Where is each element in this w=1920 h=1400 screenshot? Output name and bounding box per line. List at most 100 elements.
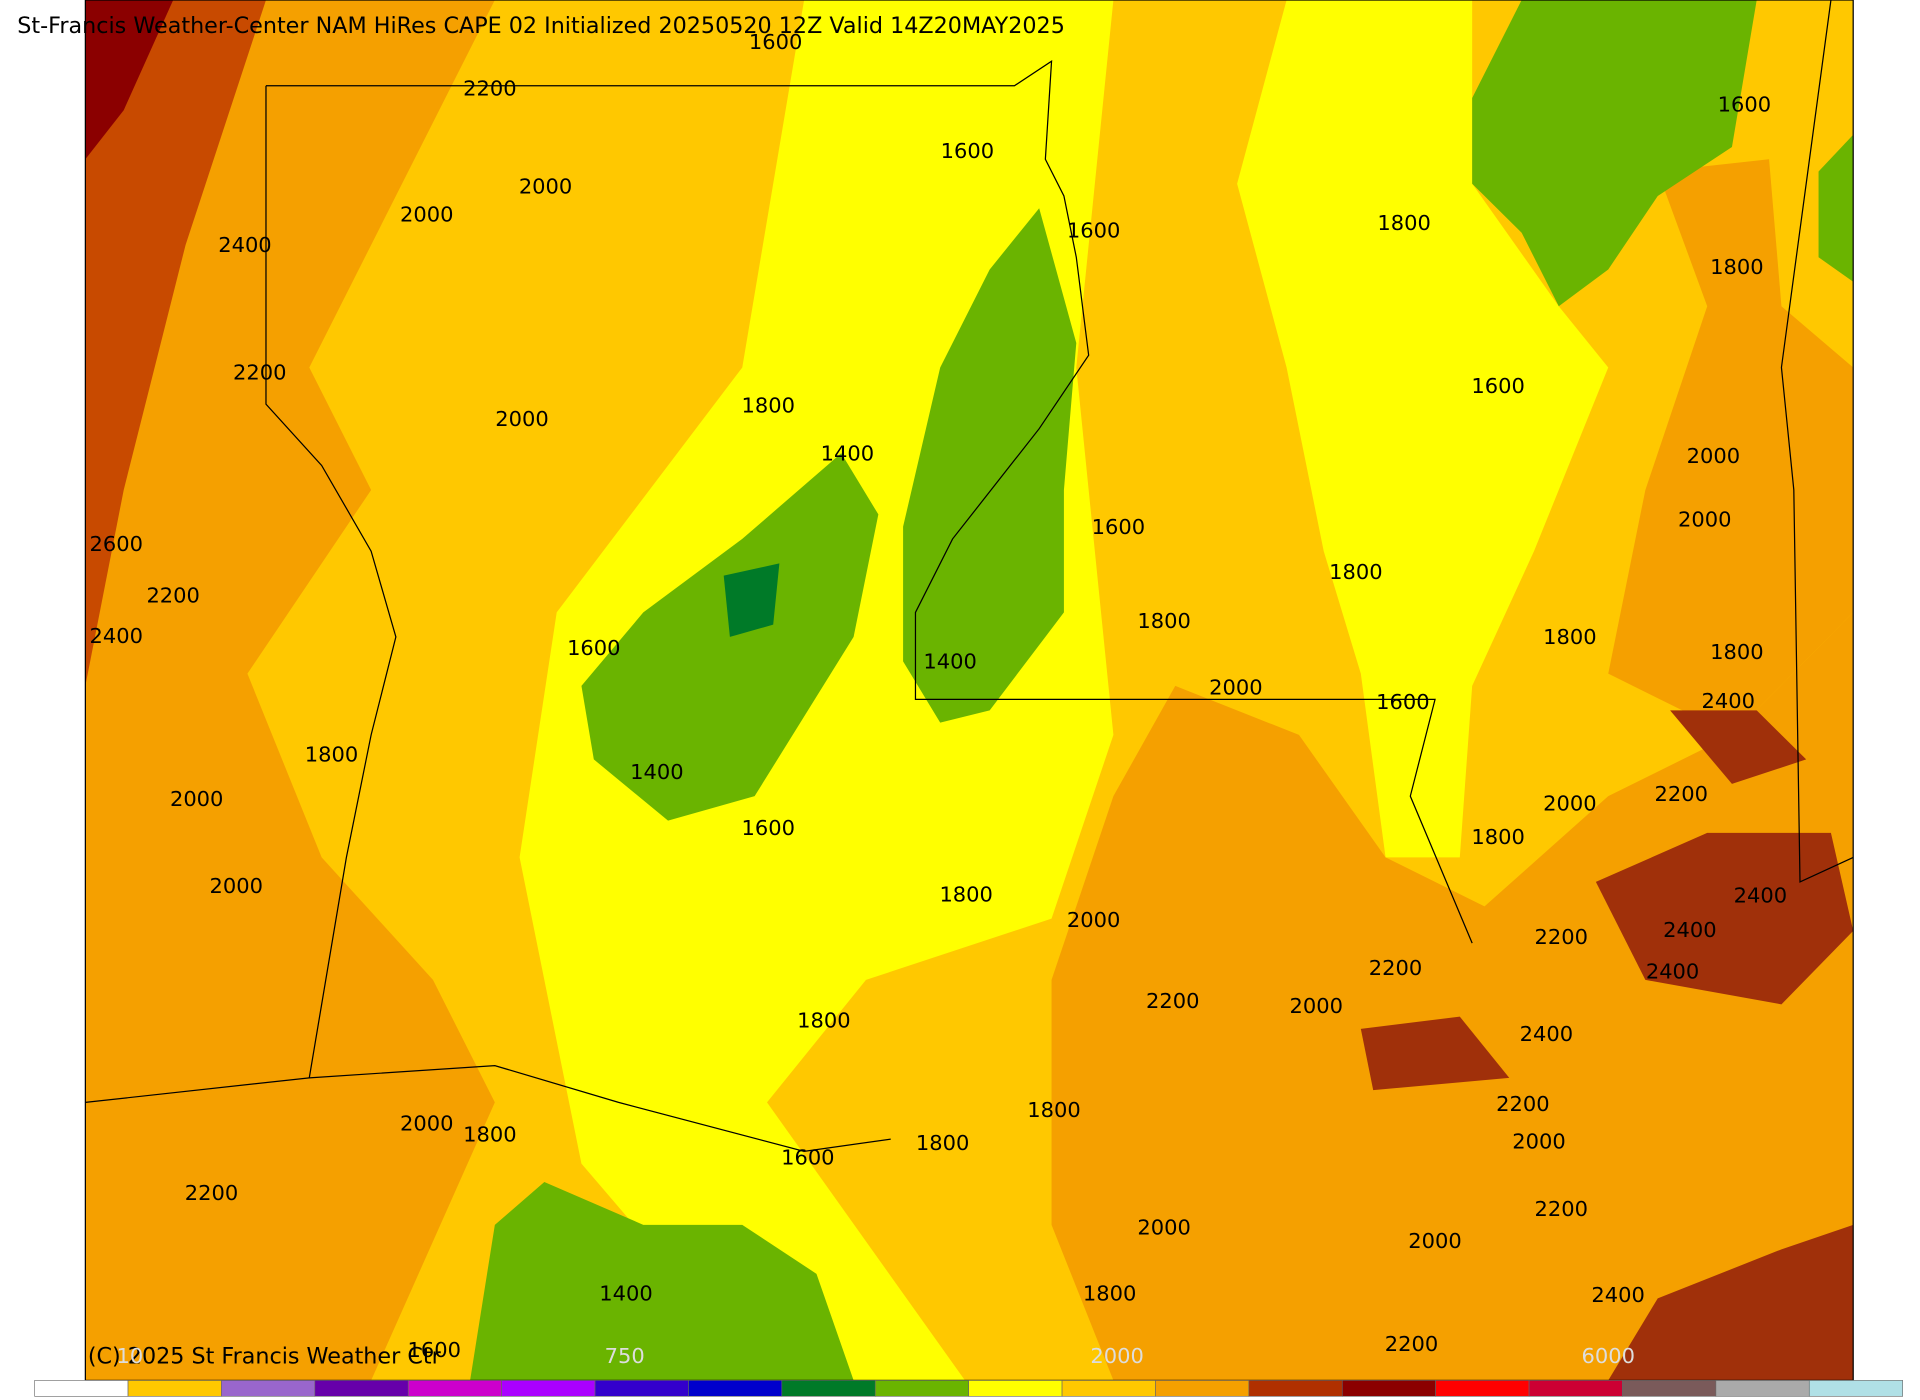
contour-label: 1800 [916, 1131, 969, 1155]
colorbar: 10 750 2000 6000 [34, 1344, 1903, 1397]
contour-label: 1600 [1718, 92, 1771, 116]
contour-label: 2200 [146, 584, 199, 608]
colorbar-swatch [1341, 1380, 1436, 1397]
fill-yellow [1237, 0, 1609, 858]
contour-label: 1600 [742, 816, 795, 840]
contour-label: 2200 [1385, 1332, 1438, 1356]
contour-label: 1600 [1067, 219, 1120, 243]
colorbar-swatch [781, 1380, 876, 1397]
colorbar-swatch [688, 1380, 783, 1397]
fill-brown [1360, 1016, 1510, 1091]
contour-label: 2400 [90, 624, 143, 648]
contour-label: 1400 [599, 1282, 652, 1306]
contour-label: 2000 [1137, 1216, 1190, 1240]
colorbar-swatch [127, 1380, 222, 1397]
contour-label: 2000 [1543, 792, 1596, 816]
contour-label: 2200 [233, 361, 286, 385]
colorbar-swatch [1435, 1380, 1530, 1397]
colorbar-swatch [407, 1380, 502, 1397]
contour-label: 2200 [1496, 1092, 1549, 1116]
contour-label: 2200 [1534, 1197, 1587, 1221]
state-border [265, 60, 1473, 944]
colorbar-swatch [1155, 1380, 1250, 1397]
colorbar-swatch [221, 1380, 316, 1397]
fill-brown [1595, 832, 1854, 1005]
contour-label: 1800 [939, 882, 992, 906]
cape-fill [85, 0, 1854, 1381]
contour-label: 1800 [797, 1009, 850, 1033]
contour-label: 1800 [305, 743, 358, 767]
contour-label: 2000 [519, 174, 572, 198]
state-border [1780, 0, 1854, 883]
contour-label: 1600 [1471, 374, 1524, 398]
colorbar-swatch [1622, 1380, 1717, 1397]
colorbar-swatch [314, 1380, 409, 1397]
colorbar-label: 750 [605, 1344, 645, 1368]
state-border [265, 85, 397, 1078]
contour-label: 1800 [1543, 625, 1596, 649]
contour-label: 2200 [1146, 989, 1199, 1013]
contour-label: 1600 [1376, 690, 1429, 714]
contour-label: 1800 [463, 1122, 516, 1146]
contour-label: 1600 [941, 139, 994, 163]
contour-label: 1800 [1710, 640, 1763, 664]
colorbar-swatch [34, 1380, 129, 1397]
contour-label: 1600 [567, 636, 620, 660]
contour-label: 1400 [630, 760, 683, 784]
copyright: (C) 2025 St Francis Weather Ctr [88, 1343, 442, 1369]
state-border [85, 1064, 891, 1152]
contour-label: 2600 [90, 532, 143, 556]
contour-label: 2400 [218, 233, 271, 257]
contour-label: 1800 [1471, 825, 1524, 849]
colorbar-swatch [594, 1380, 689, 1397]
contour-label: 1400 [923, 650, 976, 674]
contour-label: 2000 [1408, 1229, 1461, 1253]
colorbar-swatch [1528, 1380, 1623, 1397]
colorbar-swatch [501, 1380, 596, 1397]
contour-label: 2400 [1663, 918, 1716, 942]
colorbar-swatch [1061, 1380, 1156, 1397]
contour-label: 1600 [1092, 515, 1145, 539]
contour-label: 1800 [1377, 211, 1430, 235]
contour-label: 2400 [1646, 960, 1699, 984]
colorbar-label: 2000 [1090, 1344, 1143, 1368]
colorbar-swatch [968, 1380, 1063, 1397]
contour-label: 2400 [1702, 689, 1755, 713]
contour-label: 2000 [1678, 508, 1731, 532]
colorbar-swatch [1808, 1380, 1903, 1397]
fill-brown [85, 0, 266, 686]
contour-label: 2200 [463, 76, 516, 100]
fill-green [1818, 134, 1854, 282]
contour-label: 1800 [1137, 609, 1190, 633]
contour-label: 2400 [1734, 884, 1787, 908]
contour-label: 2000 [1067, 908, 1120, 932]
fill-orange [1608, 159, 1854, 735]
contour-label: 2200 [185, 1181, 238, 1205]
contour-label: 1800 [1710, 255, 1763, 279]
contour-label: 1600 [781, 1146, 834, 1170]
contour-label: 2000 [1512, 1130, 1565, 1154]
contour-label: 2400 [1591, 1283, 1644, 1307]
fill-darkred [85, 0, 174, 160]
contour-label: 2000 [170, 787, 223, 811]
contour-label: 1600 [407, 1338, 460, 1362]
contour-label: 2400 [1520, 1022, 1573, 1046]
colorbar-swatch [874, 1380, 969, 1397]
contour-label: 2200 [1534, 925, 1587, 949]
contour-label: 2200 [1654, 782, 1707, 806]
fill-green [470, 1181, 854, 1381]
contour-labels: 1600 2200 1600 1600 1800 1600 2000 2000 2400 1800… [90, 30, 1788, 1362]
contour-label: 2000 [400, 1111, 453, 1135]
fill-darkgreen [723, 563, 780, 637]
colorbar-label: 10 [117, 1344, 144, 1368]
fill-brown [1608, 1224, 1854, 1381]
colorbar-swatch [1715, 1380, 1810, 1397]
fill-brown [1670, 710, 1807, 784]
colorbar-swatch [1248, 1380, 1343, 1397]
contour-label: 1800 [742, 394, 795, 418]
contour-label: 1800 [1027, 1098, 1080, 1122]
colorbar-label: 6000 [1582, 1344, 1635, 1368]
fill-green [903, 208, 1077, 723]
